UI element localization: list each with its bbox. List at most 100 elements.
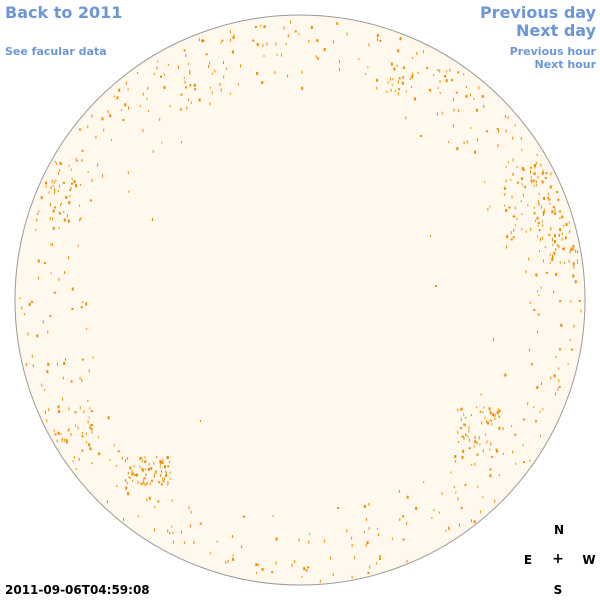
facula-mark (148, 496, 151, 500)
facula-mark (127, 88, 129, 91)
facula-mark (37, 276, 39, 280)
facula-mark (183, 49, 186, 52)
facula-mark (498, 474, 500, 477)
facula-mark (538, 192, 540, 195)
facula-mark (183, 77, 185, 79)
facula-mark (461, 407, 463, 411)
facula-mark (155, 471, 157, 474)
facula-mark (351, 575, 353, 579)
facula-mark (510, 178, 512, 181)
facula-mark (558, 348, 561, 351)
facula-mark (539, 410, 541, 413)
facula-mark (572, 244, 574, 248)
facula-mark (415, 506, 418, 510)
facula-mark (394, 89, 396, 92)
facula-mark (178, 65, 179, 69)
facula-mark (561, 237, 563, 241)
facula-mark (264, 25, 266, 28)
facula-mark (474, 440, 477, 444)
facula-mark (37, 213, 39, 215)
facula-mark (150, 467, 153, 470)
facula-mark (455, 91, 458, 94)
facula-mark (521, 213, 523, 216)
facula-mark (484, 181, 486, 184)
facula-mark (551, 258, 554, 262)
facula-mark (141, 468, 144, 472)
facula-mark (563, 224, 565, 227)
facula-mark (55, 160, 57, 163)
facula-mark (549, 185, 552, 189)
facula-mark (358, 58, 360, 61)
facula-mark (412, 72, 414, 76)
facula-mark (139, 105, 141, 108)
facula-mark (533, 185, 535, 187)
back-to-year-link[interactable]: Back to 2011 (5, 3, 123, 22)
facula-mark (462, 449, 465, 453)
facula-mark (55, 179, 57, 182)
facula-mark (474, 150, 476, 154)
facula-mark (68, 407, 70, 411)
facula-mark (154, 528, 155, 532)
facula-mark (60, 202, 62, 205)
facula-mark (437, 69, 439, 72)
previous-hour-link[interactable]: Previous hour (509, 45, 596, 58)
facula-mark (523, 461, 526, 464)
compass-center: + (552, 551, 564, 567)
facular-data-link[interactable]: See facular data (5, 45, 107, 58)
facula-mark (480, 410, 482, 413)
facula-mark (68, 164, 70, 167)
facula-mark (548, 198, 551, 201)
facula-mark (154, 473, 156, 477)
facula-mark (241, 545, 243, 549)
facula-mark (62, 397, 63, 401)
facula-mark (152, 218, 153, 221)
facula-mark (573, 244, 575, 247)
facula-mark (53, 206, 56, 209)
facula-mark (534, 165, 536, 169)
facula-mark (49, 315, 52, 318)
next-day-link[interactable]: Next day (516, 21, 596, 40)
facula-mark (49, 216, 51, 220)
facula-mark (516, 217, 518, 220)
facula-mark (164, 73, 165, 76)
facula-mark (87, 420, 89, 424)
facula-mark (574, 280, 577, 284)
facula-mark (27, 332, 29, 336)
previous-day-link[interactable]: Previous day (479, 3, 596, 22)
facula-mark (448, 527, 450, 531)
facula-mark (169, 531, 171, 535)
facula-mark (514, 124, 516, 127)
facula-mark (453, 486, 455, 489)
facula-mark (45, 181, 48, 185)
facula-mark (208, 65, 210, 68)
next-hour-link[interactable]: Next hour (534, 58, 597, 71)
facula-mark (63, 218, 66, 222)
facula-mark (186, 106, 188, 110)
facula-mark (216, 540, 218, 543)
facula-mark (379, 39, 382, 42)
facula-mark (88, 443, 91, 447)
facula-mark (541, 171, 544, 175)
facula-mark (201, 39, 204, 43)
facula-mark (76, 160, 78, 162)
facula-mark (65, 357, 66, 361)
facula-mark (129, 466, 132, 470)
facula-mark (497, 408, 499, 411)
facula-mark (550, 172, 552, 176)
facula-mark (41, 383, 43, 387)
facula-mark (47, 330, 49, 334)
facula-mark (319, 579, 321, 583)
facula-mark (180, 93, 183, 96)
facula-mark (558, 367, 560, 370)
facula-mark (536, 386, 539, 389)
facula-mark (494, 417, 496, 421)
facula-mark (167, 482, 169, 486)
facula-mark (263, 25, 265, 29)
facula-mark (161, 477, 163, 480)
facula-mark (166, 456, 169, 460)
facula-mark (161, 469, 162, 473)
facula-mark (483, 406, 485, 409)
facula-mark (474, 437, 476, 440)
facula-mark (540, 286, 542, 289)
facula-mark (125, 479, 127, 482)
